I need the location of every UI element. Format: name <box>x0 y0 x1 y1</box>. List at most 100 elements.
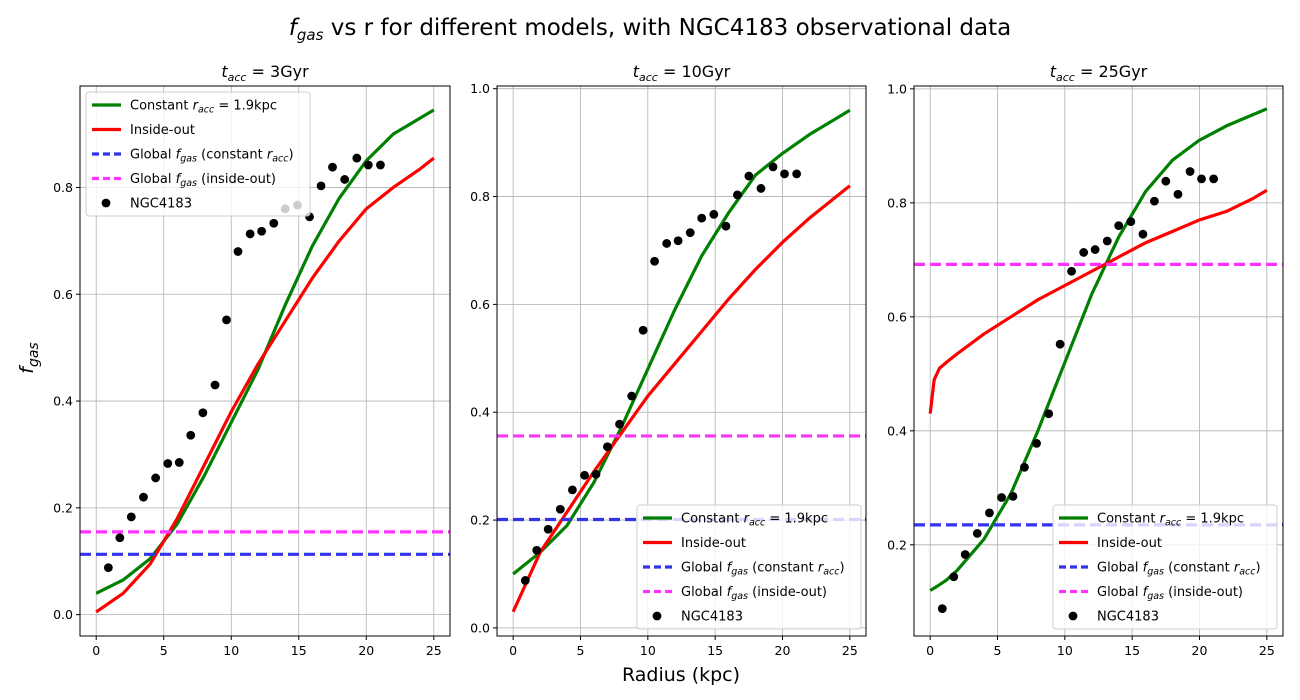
legend-marker-obs <box>1068 611 1078 621</box>
y-tick-label: 0.4 <box>53 394 73 409</box>
data-point <box>1044 409 1054 419</box>
y-axis-label: fgas <box>16 342 42 373</box>
legend-label-obs: NGC4183 <box>130 197 192 212</box>
y-tick-label: 0.0 <box>53 607 73 622</box>
data-point <box>1209 174 1219 184</box>
series-line-1 <box>929 107 1268 592</box>
data-point <box>1079 248 1089 257</box>
panel-2: 0 5 10 15 20 25 0.0 0.2 0.4 0.6 0.8 1.0 tacc = 10Gyr… <box>470 62 867 658</box>
data-point <box>568 485 577 495</box>
data-point <box>316 181 326 191</box>
data-point <box>115 533 125 543</box>
data-point <box>257 226 267 236</box>
figure-title: fgas vs r for different models, with NGC… <box>289 15 1011 44</box>
axes-frame <box>79 85 451 637</box>
legend: Constant racc = 1.9kpc Inside-out Global f… <box>85 91 311 217</box>
data-point <box>721 221 731 231</box>
data-point <box>126 512 136 522</box>
panel-title: tacc = 25Gyr <box>1050 62 1148 84</box>
data-point <box>780 169 789 179</box>
data-point <box>151 473 161 483</box>
data-point <box>792 169 802 179</box>
data-point <box>1032 438 1041 448</box>
data-point <box>245 229 255 239</box>
data-point <box>376 160 385 170</box>
x-tick-label: 25 <box>426 643 442 658</box>
plot-area <box>80 108 450 614</box>
y-tick-label: 0.8 <box>887 195 907 210</box>
y-tick-label: 0.8 <box>53 180 73 195</box>
data-point <box>139 492 148 502</box>
data-point <box>1173 189 1183 199</box>
x-tick-label: 15 <box>707 643 723 658</box>
legend-label-1: Constant racc = 1.9kpc <box>681 512 828 529</box>
data-point <box>163 459 173 468</box>
legend: Constant racc = 1.9kpc Inside-out Global f… <box>1052 504 1278 630</box>
x-tick-label: 0 <box>92 643 100 658</box>
legend-label-2: Inside-out <box>681 536 746 551</box>
y-tick-label: 0.2 <box>470 513 490 528</box>
data-point <box>1090 245 1100 254</box>
legend-label-3: Global fgas (constant racc) <box>130 148 294 165</box>
data-point <box>997 493 1006 502</box>
data-point <box>972 529 982 538</box>
data-point <box>685 228 695 238</box>
legend-label-3: Global fgas (constant racc) <box>681 561 845 578</box>
y-tick-label: 0.8 <box>470 189 490 204</box>
data-point <box>1102 236 1112 246</box>
data-point <box>1055 339 1065 349</box>
data-point <box>650 256 659 266</box>
x-tick-label: 10 <box>640 643 656 658</box>
x-tick-label: 20 <box>358 643 374 658</box>
data-point <box>269 218 279 228</box>
legend-marker-obs <box>652 611 662 621</box>
legend: Constant racc = 1.9kpc Inside-out Global f… <box>636 504 862 630</box>
x-tick-label: 0 <box>926 643 934 658</box>
legend-label-1: Constant racc = 1.9kpc <box>1097 512 1244 529</box>
data-point <box>937 604 947 614</box>
x-tick-label: 5 <box>160 643 168 658</box>
y-tick-label: 0.0 <box>470 620 490 635</box>
panels: 0 5 10 15 20 25 0.0 0.2 0.4 0.6 0.8 tacc = 3Gyr Cons… <box>53 62 1284 658</box>
data-point <box>627 391 637 401</box>
y-tick-label: 0.4 <box>887 423 907 438</box>
data-point <box>328 162 337 172</box>
data-point <box>1138 229 1148 239</box>
x-tick-label: 15 <box>291 643 307 658</box>
legend-label-4: Global fgas (inside-out) <box>681 585 827 602</box>
x-tick-label: 5 <box>994 643 1002 658</box>
data-point <box>744 171 754 181</box>
data-point <box>543 524 553 534</box>
panel-1: 0 5 10 15 20 25 0.0 0.2 0.4 0.6 0.8 tacc = 3Gyr Cons… <box>53 62 451 658</box>
data-point <box>340 175 350 184</box>
series-line-2 <box>95 156 435 614</box>
data-point <box>1020 462 1029 472</box>
legend-label-4: Global fgas (inside-out) <box>130 172 276 189</box>
x-tick-label: 25 <box>1259 643 1275 658</box>
data-point <box>580 470 589 480</box>
data-point <box>756 184 766 193</box>
data-point <box>210 380 220 390</box>
y-tick-label: 0.6 <box>470 297 490 312</box>
x-tick-label: 25 <box>842 643 858 658</box>
panel-title: tacc = 10Gyr <box>633 62 731 84</box>
data-point <box>198 408 208 418</box>
legend-box <box>1052 504 1278 630</box>
panel-title: tacc = 3Gyr <box>221 62 309 84</box>
data-point <box>1197 174 1206 184</box>
legend-label-obs: NGC4183 <box>681 610 743 625</box>
legend-label-2: Inside-out <box>130 123 195 138</box>
data-point <box>1126 217 1136 227</box>
x-tick-label: 20 <box>1192 643 1208 658</box>
data-point <box>1008 491 1018 501</box>
y-tick-label: 0.6 <box>887 309 907 324</box>
data-point <box>591 469 601 479</box>
y-tick-label: 1.0 <box>887 81 907 96</box>
legend-label-1: Constant racc = 1.9kpc <box>130 99 277 116</box>
series-line-2 <box>928 188 1268 414</box>
legend-box <box>85 91 311 217</box>
data-point <box>985 508 994 518</box>
legend-box <box>636 504 862 630</box>
series-line-1 <box>512 108 851 576</box>
